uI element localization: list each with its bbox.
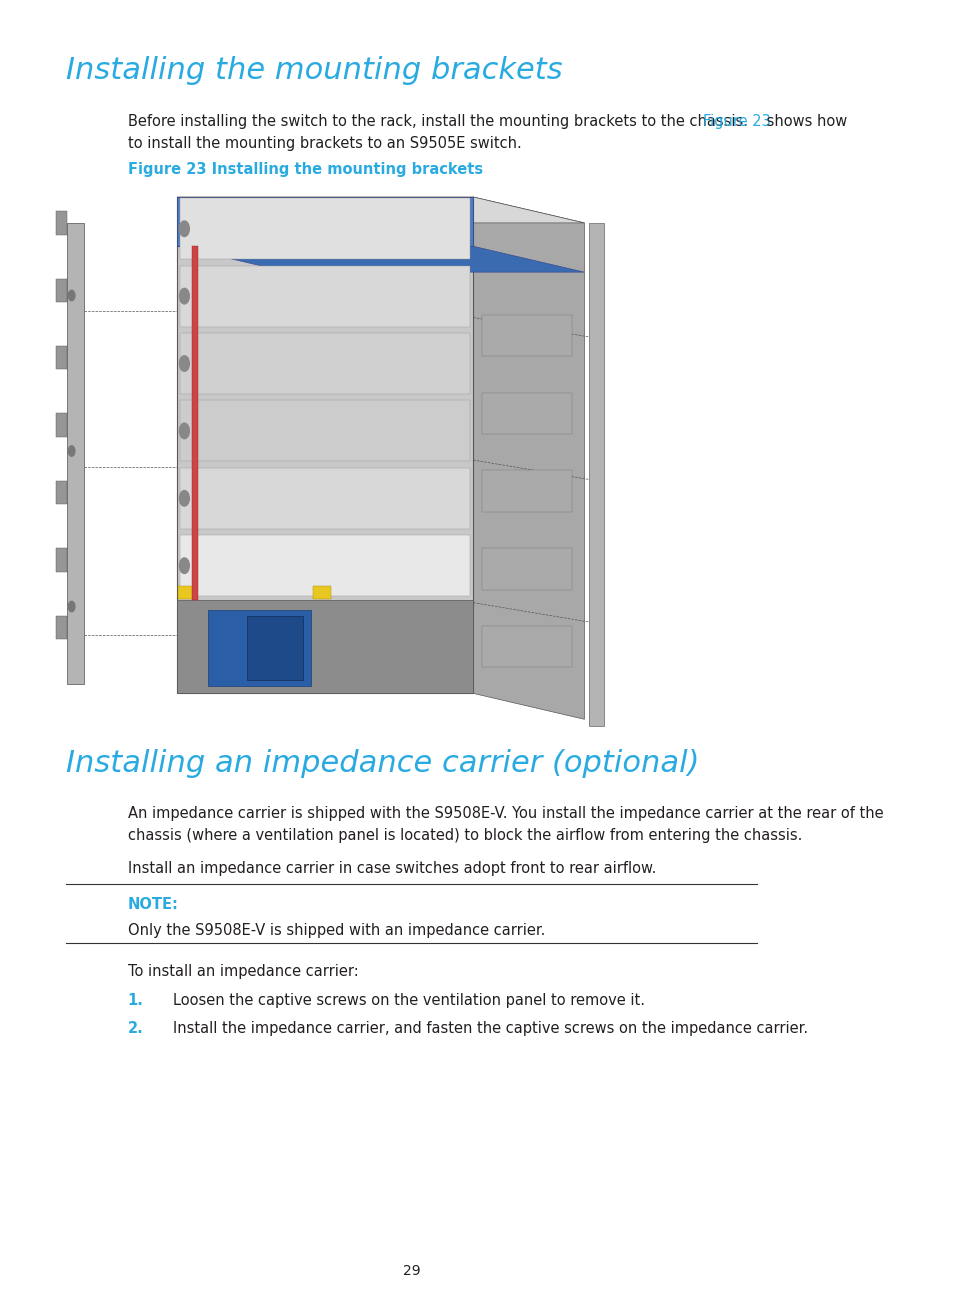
Bar	[481, 393, 572, 434]
Text: Installing the mounting brackets: Installing the mounting brackets	[66, 56, 562, 84]
Text: Loosen the captive screws on the ventilation panel to remove it.: Loosen the captive screws on the ventila…	[172, 993, 644, 1008]
Bar	[180, 535, 470, 596]
Text: Install an impedance carrier in case switches adopt front to rear airflow.: Install an impedance carrier in case swi…	[128, 861, 656, 876]
Polygon shape	[177, 197, 584, 223]
Text: An impedance carrier is shipped with the S9508E-V. You install the impedance car: An impedance carrier is shipped with the…	[128, 806, 882, 822]
Circle shape	[179, 557, 189, 573]
Text: Figure 23: Figure 23	[702, 114, 770, 130]
Bar	[177, 197, 473, 693]
Bar	[56, 481, 68, 504]
Text: Figure 23 Installing the mounting brackets: Figure 23 Installing the mounting bracke…	[128, 162, 482, 178]
Polygon shape	[177, 246, 584, 272]
Circle shape	[179, 490, 189, 505]
Bar	[177, 600, 473, 693]
Bar	[180, 266, 470, 327]
Bar	[589, 223, 603, 726]
Circle shape	[179, 424, 189, 438]
Bar	[180, 198, 470, 259]
Circle shape	[69, 446, 75, 456]
Bar	[177, 586, 195, 599]
Bar	[68, 223, 84, 684]
Bar	[177, 197, 473, 246]
Bar	[313, 586, 331, 599]
Bar	[180, 468, 470, 529]
Text: Installing an impedance carrier (optional): Installing an impedance carrier (optiona…	[66, 749, 699, 778]
Bar	[56, 548, 68, 572]
Bar	[56, 279, 68, 302]
Text: shows how: shows how	[761, 114, 846, 130]
Circle shape	[179, 289, 189, 305]
Text: 29: 29	[402, 1264, 420, 1278]
Bar	[180, 333, 470, 394]
Text: Only the S9508E-V is shipped with an impedance carrier.: Only the S9508E-V is shipped with an imp…	[128, 923, 544, 938]
Bar	[56, 413, 68, 437]
Circle shape	[179, 220, 189, 236]
Bar	[192, 246, 197, 600]
Text: 2.: 2.	[128, 1021, 143, 1037]
Bar	[481, 315, 572, 356]
Text: chassis (where a ventilation panel is located) to block the airflow from enterin: chassis (where a ventilation panel is lo…	[128, 828, 801, 844]
Text: NOTE:: NOTE:	[128, 897, 178, 912]
Circle shape	[179, 355, 189, 371]
Bar	[56, 211, 68, 235]
Text: To install an impedance carrier:: To install an impedance carrier:	[128, 964, 358, 980]
Bar	[56, 346, 68, 369]
Circle shape	[69, 290, 75, 301]
Text: Install the impedance carrier, and fasten the captive screws on the impedance ca: Install the impedance carrier, and faste…	[172, 1021, 807, 1037]
Circle shape	[69, 601, 75, 612]
Bar	[481, 626, 572, 667]
Bar	[208, 610, 311, 686]
Bar	[56, 616, 68, 639]
Text: Before installing the switch to the rack, install the mounting brackets to the c: Before installing the switch to the rack…	[128, 114, 751, 130]
Text: to install the mounting brackets to an S9505E switch.: to install the mounting brackets to an S…	[128, 136, 520, 152]
Bar	[481, 548, 572, 590]
Bar	[180, 400, 470, 461]
Polygon shape	[473, 197, 584, 719]
Bar	[481, 470, 572, 512]
Bar	[247, 616, 303, 680]
Text: 1.: 1.	[128, 993, 143, 1008]
